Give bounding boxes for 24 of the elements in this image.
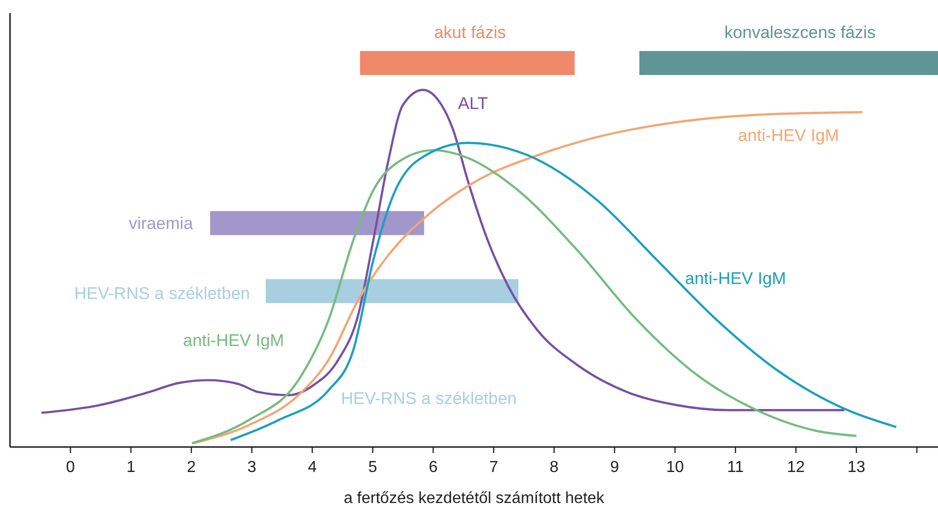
x-tick-label: 12 [787,459,805,476]
x-tick-label: 6 [428,459,438,476]
annotation: HEV-RNS a székletben [341,389,517,408]
x-tick-label: 5 [368,459,378,476]
x-tick-label: 7 [489,459,498,476]
x-tick-label: 0 [66,459,76,476]
series-label: HEV-RNS a székletben [74,284,250,303]
x-tick-label: 8 [550,459,559,476]
series-label: ALT [458,94,488,113]
series-label: akut fázis [434,23,506,42]
x-tick-label: 4 [308,459,317,476]
x-tick-label: 13 [847,459,866,476]
x-tick-label: 1 [126,459,136,476]
x-tick-label: 11 [727,459,744,476]
series-label: viraemia [128,214,194,233]
series-label: anti-HEV IgM [738,126,840,145]
x-tick-label: 10 [666,459,684,476]
series-label: anti-HEV IgM [685,269,786,288]
x-axis-title: a fertőzés kezdetétől számított hetek [344,490,606,507]
series-label: konvaleszcens fázis [724,23,876,42]
x-tick-label: 9 [610,459,620,476]
x-tick-label: 2 [186,459,196,476]
x-tick-label: 3 [247,459,256,476]
series-label: anti-HEV IgM [183,331,284,350]
